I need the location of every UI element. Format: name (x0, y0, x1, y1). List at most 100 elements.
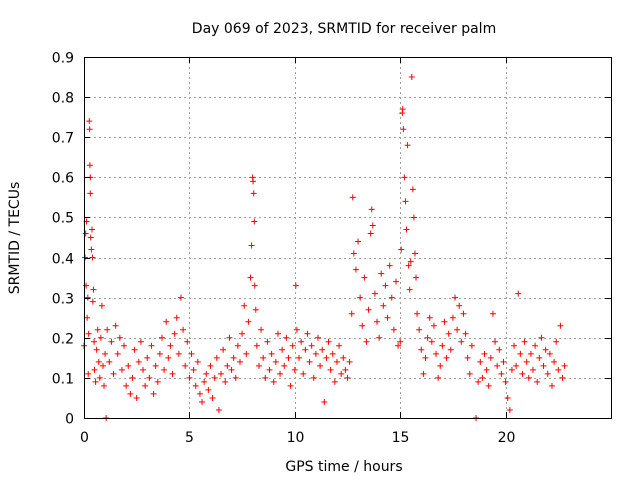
data-point (390, 326, 397, 333)
data-point (371, 290, 378, 297)
data-point (133, 394, 140, 401)
data-point (127, 390, 134, 397)
data-point (561, 362, 568, 369)
data-point (90, 286, 97, 293)
data-point (538, 334, 545, 341)
data-point (340, 354, 347, 361)
data-point (536, 354, 543, 361)
data-point (477, 358, 484, 365)
data-point (542, 346, 549, 353)
data-point (428, 338, 435, 345)
data-point (500, 358, 507, 365)
y-axis-title: SRMTID / TECUs (7, 182, 23, 295)
data-point (344, 374, 351, 381)
data-point (430, 322, 437, 329)
data-point (367, 230, 374, 237)
data-point (395, 342, 402, 349)
data-point (291, 366, 298, 373)
data-point (525, 374, 532, 381)
data-point (99, 362, 106, 369)
data-point (228, 366, 235, 373)
data-point (445, 330, 452, 337)
x-tick-label: 0 (80, 430, 89, 446)
data-point (376, 334, 383, 341)
data-point (363, 338, 370, 345)
data-point (411, 250, 418, 257)
data-point (481, 350, 488, 357)
data-point (293, 326, 300, 333)
data-point (515, 290, 522, 297)
x-tick-label: 5 (185, 430, 194, 446)
data-point (426, 314, 433, 321)
data-point (406, 286, 413, 293)
data-point (409, 186, 416, 193)
data-point (137, 338, 144, 345)
data-point (161, 366, 168, 373)
data-point (355, 238, 362, 245)
data-point (86, 162, 93, 169)
data-point (365, 306, 372, 313)
y-tick-label: 0.8 (52, 91, 74, 107)
data-point (209, 394, 216, 401)
data-point (148, 342, 155, 349)
data-point (483, 366, 490, 373)
data-point (310, 374, 317, 381)
data-point (112, 322, 119, 329)
data-point (397, 338, 404, 345)
data-point (279, 346, 286, 353)
data-point (188, 350, 195, 357)
data-point (114, 350, 121, 357)
data-point (447, 346, 454, 353)
data-point (386, 262, 393, 269)
data-point (250, 178, 257, 185)
data-point (262, 374, 269, 381)
y-tick-label: 0.7 (52, 131, 74, 147)
data-point (464, 354, 471, 361)
data-point (88, 246, 95, 253)
data-point (85, 370, 92, 377)
data-point (405, 262, 412, 269)
data-point (89, 254, 96, 261)
data-point (329, 350, 336, 357)
data-point (460, 310, 467, 317)
data-point (110, 370, 117, 377)
data-point (449, 314, 456, 321)
data-point (530, 366, 537, 373)
data-point (374, 318, 381, 325)
data-point (144, 354, 151, 361)
x-tick-label: 10 (287, 430, 305, 446)
data-point (247, 274, 254, 281)
data-point (559, 374, 566, 381)
data-point (319, 346, 326, 353)
data-point (422, 354, 429, 361)
data-point (281, 362, 288, 369)
data-point (502, 378, 509, 385)
data-point (521, 338, 528, 345)
data-point (325, 338, 332, 345)
data-point (86, 118, 93, 125)
data-point (180, 326, 187, 333)
data-point (317, 362, 324, 369)
data-point (292, 282, 299, 289)
data-point (98, 302, 105, 309)
data-points (81, 74, 568, 421)
data-point (302, 346, 309, 353)
data-point (87, 190, 94, 197)
y-tick-label: 0.2 (52, 332, 74, 348)
data-point (84, 294, 91, 301)
data-point (458, 338, 465, 345)
chart-title: Day 069 of 2023, SRMTID for receiver pal… (192, 21, 496, 37)
axis-ticks (84, 57, 611, 419)
data-point (452, 294, 459, 301)
y-tick-label: 0.1 (52, 372, 74, 388)
data-point (548, 382, 555, 389)
data-point (253, 342, 260, 349)
data-point (222, 378, 229, 385)
data-point (283, 334, 290, 341)
data-point (85, 330, 92, 337)
data-point (416, 326, 423, 333)
data-point (97, 334, 104, 341)
data-point (241, 302, 248, 309)
data-point (123, 382, 130, 389)
data-point (255, 362, 262, 369)
